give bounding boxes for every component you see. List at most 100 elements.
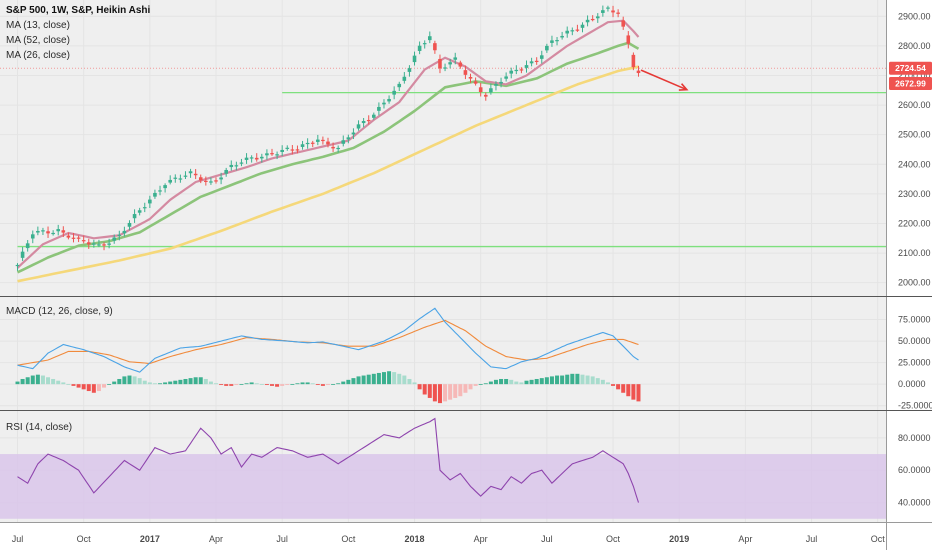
- candle-body: [260, 156, 264, 159]
- macd-histogram-bar: [208, 381, 213, 385]
- macd-histogram-bar: [529, 379, 534, 385]
- macd-histogram-bar: [203, 378, 208, 385]
- macd-histogram-bar: [590, 376, 595, 385]
- rsi-line: [17, 417, 640, 503]
- macd-histogram-bar: [504, 378, 509, 385]
- macd-histogram-bar: [509, 379, 514, 385]
- macd-histogram-bar: [595, 378, 600, 385]
- candle-body: [545, 45, 549, 51]
- candle-body: [616, 12, 620, 14]
- macd-pane[interactable]: [15, 307, 641, 404]
- macd-histogram-bar: [25, 377, 30, 385]
- macd-histogram-bar: [198, 377, 203, 385]
- candle-body: [254, 157, 259, 160]
- candle-body: [504, 76, 508, 79]
- macd-tick-label: 25.0000: [898, 358, 931, 368]
- candle-body: [438, 58, 442, 69]
- macd-histogram-bar: [46, 377, 51, 385]
- macd-histogram-bar: [560, 375, 565, 385]
- time-tick-label: Apr: [474, 534, 488, 544]
- candle-body: [433, 43, 437, 51]
- candle-body: [81, 240, 86, 242]
- price-tick-label: 2600.00: [898, 100, 931, 110]
- time-tick-label: Apr: [209, 534, 223, 544]
- candle-body: [575, 29, 580, 31]
- macd-histogram-bar: [20, 378, 25, 385]
- candle-body: [372, 114, 376, 118]
- candle-body: [519, 69, 524, 71]
- macd-histogram-bar: [493, 379, 498, 385]
- candle-body: [346, 137, 351, 140]
- candle-body: [46, 231, 50, 234]
- macd-histogram-bar: [229, 384, 234, 386]
- candle-body: [204, 180, 208, 182]
- macd-histogram-bar: [305, 382, 310, 385]
- macd-title: MACD (12, 26, close, 9): [6, 306, 113, 317]
- candle-body: [193, 173, 198, 176]
- macd-histogram-bar: [499, 378, 504, 385]
- price-badge: [889, 76, 932, 90]
- macd-histogram-bar: [96, 384, 101, 392]
- candle-body: [173, 177, 178, 179]
- macd-histogram-bar: [300, 382, 305, 385]
- macd-histogram-bar: [387, 371, 392, 385]
- macd-histogram-bar: [86, 384, 91, 392]
- candle-body: [473, 81, 478, 84]
- candle-body: [295, 149, 300, 151]
- candle-body: [590, 18, 595, 21]
- price-tick-label: 2500.00: [898, 130, 931, 140]
- candle-body: [168, 179, 172, 183]
- price-tick-label: 2000.00: [898, 278, 931, 288]
- macd-histogram-bar: [56, 380, 61, 385]
- macd-histogram-bar: [270, 384, 274, 386]
- rsi-pane[interactable]: [0, 417, 886, 519]
- candle-body: [453, 57, 458, 60]
- candle-body: [483, 94, 488, 97]
- candle-body: [606, 7, 610, 9]
- macd-histogram-bar: [631, 384, 636, 400]
- candle-body: [158, 190, 162, 192]
- macd-histogram-bar: [585, 375, 590, 385]
- macd-histogram-bar: [193, 377, 198, 385]
- price-badge: [889, 61, 932, 75]
- macd-histogram-bar: [244, 383, 249, 385]
- candle-body: [15, 264, 20, 267]
- price-pane[interactable]: [0, 5, 886, 283]
- candle-body: [382, 102, 386, 105]
- candle-body: [265, 153, 269, 156]
- candle-body: [41, 230, 45, 232]
- macd-histogram-bar: [325, 384, 330, 386]
- candle-body: [305, 142, 310, 145]
- macd-histogram-bar: [437, 384, 442, 404]
- candle-body: [361, 121, 366, 124]
- candle-body: [565, 30, 570, 34]
- candle-body: [270, 153, 274, 155]
- macd-histogram-bar: [214, 383, 219, 385]
- macd-histogram-bar: [224, 384, 229, 386]
- macd-histogram-bar: [163, 382, 168, 385]
- macd-histogram-bar: [71, 384, 76, 386]
- candle-body: [341, 140, 346, 144]
- macd-histogram-bar: [381, 372, 386, 385]
- price-tick-label: 2400.00: [898, 159, 931, 169]
- candle-body: [316, 139, 320, 142]
- candle-body: [25, 243, 30, 249]
- rsi-tick-label: 40.0000: [898, 498, 931, 508]
- candle-body: [127, 222, 132, 227]
- macd-histogram-bar: [142, 380, 147, 385]
- time-tick-label: 2017: [140, 534, 160, 544]
- macd-histogram-bar: [81, 384, 86, 390]
- macd-histogram-bar: [35, 374, 40, 385]
- candle-body: [458, 62, 463, 67]
- macd-histogram-bar: [356, 376, 361, 385]
- macd-histogram-bar: [514, 381, 519, 385]
- macd-histogram-bar: [555, 375, 560, 385]
- candle-body: [580, 24, 585, 28]
- macd-histogram-bar: [621, 384, 626, 393]
- macd-histogram-bar: [152, 383, 157, 385]
- candle-body: [137, 210, 142, 213]
- macd-histogram-bar: [320, 384, 325, 386]
- macd-histogram-bar: [132, 376, 137, 385]
